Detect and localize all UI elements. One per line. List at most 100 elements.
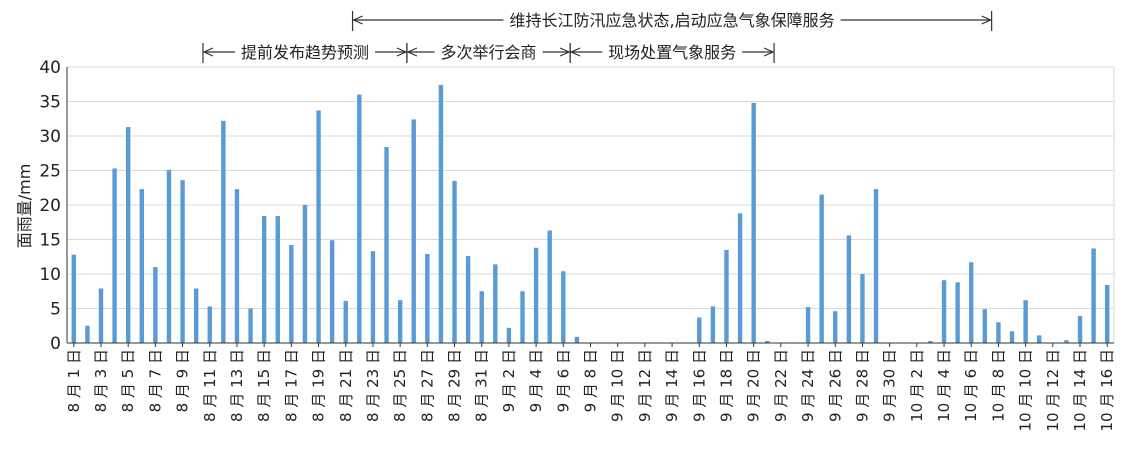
bar xyxy=(1064,340,1069,343)
y-tick-label: 20 xyxy=(39,196,61,216)
y-tick-label: 30 xyxy=(39,127,61,147)
bar xyxy=(520,291,525,343)
x-tick-label: 10 月 4 日 xyxy=(935,349,953,422)
bar xyxy=(1091,248,1096,343)
y-tick-label: 5 xyxy=(50,300,61,320)
bar xyxy=(221,120,226,343)
arrow-head xyxy=(559,47,571,57)
bar xyxy=(928,340,933,343)
x-tick-label: 10 月 6 日 xyxy=(962,349,980,422)
bar xyxy=(125,127,131,343)
bar xyxy=(873,189,879,343)
bar xyxy=(411,119,416,343)
annotation-label: 维持长江防汛应急状态,启动应急气象保障服务 xyxy=(510,11,835,30)
y-tick-label: 15 xyxy=(39,231,61,251)
bar xyxy=(357,94,362,343)
bar xyxy=(833,311,838,343)
bar xyxy=(112,168,117,343)
bar xyxy=(819,194,824,343)
x-tick-label: 8 月 19 日 xyxy=(310,349,328,422)
x-tick-label: 8 月 9 日 xyxy=(174,349,192,412)
x-tick-label: 10 月 14 日 xyxy=(1071,349,1089,431)
bar xyxy=(982,309,988,343)
bar xyxy=(98,288,104,343)
x-tick-label: 9 月 12 日 xyxy=(636,349,654,422)
bar xyxy=(275,216,280,343)
bar xyxy=(384,147,389,343)
x-tick-label: 8 月 3 日 xyxy=(92,349,110,412)
x-tick-label: 10 月 8 日 xyxy=(989,349,1007,422)
bar xyxy=(724,249,729,343)
x-tick-label: 8 月 15 日 xyxy=(255,349,273,422)
bar xyxy=(153,267,158,343)
bar xyxy=(316,110,321,343)
x-tick-label: 8 月 21 日 xyxy=(337,349,355,422)
x-tick-label: 9 月 18 日 xyxy=(717,349,735,422)
x-tick-label: 9 月 8 日 xyxy=(582,349,600,412)
grid-layer xyxy=(67,66,1115,343)
x-tick-label: 10 月 10 日 xyxy=(1017,349,1035,431)
bar xyxy=(71,254,76,343)
bar xyxy=(289,245,294,343)
x-tick-label: 9 月 2 日 xyxy=(500,349,518,412)
bar xyxy=(166,169,172,343)
x-tick-label: 9 月 10 日 xyxy=(609,349,627,422)
bar xyxy=(1009,331,1015,343)
bar xyxy=(955,282,960,343)
x-tick-label: 9 月 24 日 xyxy=(799,349,817,422)
x-tick-label: 9 月 30 日 xyxy=(881,349,899,422)
y-tick-label: 10 xyxy=(39,265,61,285)
x-tick-label: 8 月 1 日 xyxy=(65,349,83,412)
arrow-head xyxy=(981,15,993,25)
annotation-label: 现场处置气象服务 xyxy=(608,43,736,62)
bar xyxy=(1105,285,1110,343)
x-tick-label: 9 月 6 日 xyxy=(554,349,572,412)
bar xyxy=(425,253,430,343)
bar xyxy=(751,102,756,343)
bar xyxy=(846,235,852,343)
bar xyxy=(302,205,308,343)
x-tick-label: 8 月 17 日 xyxy=(282,349,300,422)
bar xyxy=(1037,335,1042,343)
bar xyxy=(438,84,444,343)
bar xyxy=(248,308,253,343)
bar xyxy=(533,247,539,343)
y-tick-label: 40 xyxy=(39,58,61,78)
bar xyxy=(465,256,471,343)
x-tick-label: 9 月 4 日 xyxy=(527,349,545,412)
x-tick-layer: 8 月 1 日 8 月 3 日 8 月 5 日 8 月 7 日 8 月 9 日 8 月 1… xyxy=(65,343,1116,431)
bar xyxy=(860,274,865,343)
y-tick-layer: 0 5 10 15 20 25 30 35 40 xyxy=(39,58,61,354)
x-tick-label: 8 月 31 日 xyxy=(473,349,491,422)
x-tick-label: 8 月 7 日 xyxy=(146,349,164,412)
x-tick-label: 8 月 23 日 xyxy=(364,349,382,422)
bar xyxy=(1023,300,1028,343)
x-tick-label: 8 月 27 日 xyxy=(418,349,436,422)
y-tick-label: 35 xyxy=(39,93,61,113)
bar xyxy=(370,251,376,343)
x-tick-label: 9 月 28 日 xyxy=(853,349,871,422)
annotation-label: 提前发布趋势预测 xyxy=(241,43,369,62)
bar xyxy=(397,300,403,343)
bar xyxy=(765,340,770,343)
bar xyxy=(506,327,512,343)
bar xyxy=(261,216,267,343)
bar xyxy=(969,262,974,343)
x-tick-label: 8 月 25 日 xyxy=(391,349,409,422)
y-axis-label: 面雨量/mm xyxy=(15,164,34,249)
bar xyxy=(493,264,498,343)
bar-layer xyxy=(71,84,1110,343)
bar xyxy=(561,271,566,343)
bar xyxy=(193,288,199,343)
bar xyxy=(574,336,580,343)
annotation-label: 多次举行会商 xyxy=(441,43,537,62)
bar xyxy=(805,307,811,343)
x-tick-label: 9 月 16 日 xyxy=(690,349,708,422)
x-tick-label: 10 月 12 日 xyxy=(1044,349,1062,431)
arrow-head xyxy=(352,15,363,25)
bar xyxy=(85,325,90,343)
bar xyxy=(452,180,457,343)
x-tick-label: 9 月 26 日 xyxy=(826,349,844,422)
